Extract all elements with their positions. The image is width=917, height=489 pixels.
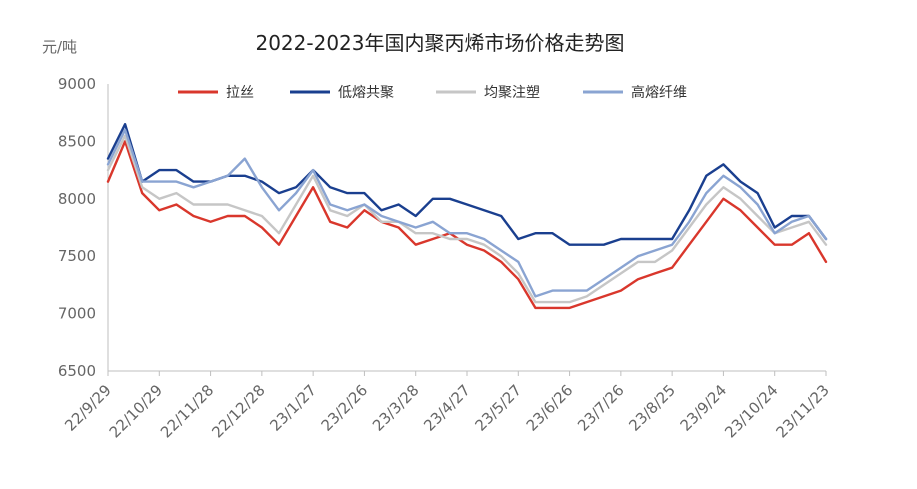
legend: 拉丝 低熔共聚 均聚注塑 高熔纤维	[178, 84, 687, 101]
y-tick-label: 9000	[58, 75, 96, 93]
y-tick-label: 8000	[58, 190, 96, 208]
y-axis: 9000 8500 8000 7500 7000 6500	[58, 75, 109, 380]
x-tick-label: 23/2/26	[318, 381, 372, 435]
x-tick-label: 23/6/26	[523, 381, 577, 435]
x-tick-label: 22/10/29	[106, 381, 166, 441]
legend-label: 低熔共聚	[338, 85, 394, 101]
legend-label: 拉丝	[226, 85, 254, 101]
x-tick-label: 23/3/28	[369, 381, 423, 435]
y-tick-label: 8500	[58, 132, 96, 150]
chart-title: 2022-2023年国内聚丙烯市场价格走势图	[255, 31, 624, 55]
legend-label: 均聚注塑	[484, 85, 540, 101]
series-lines	[106, 123, 828, 310]
x-tick-label: 23/8/25	[625, 381, 679, 435]
x-axis: 22/9/2922/10/2922/11/2822/12/2823/1/2723…	[61, 370, 833, 441]
series-line-3	[106, 134, 828, 304]
x-tick-label: 23/11/23	[772, 381, 832, 441]
legend-label: 高熔纤维	[631, 84, 687, 101]
y-axis-unit-label: 元/吨	[42, 38, 77, 56]
x-tick-label: 22/11/28	[157, 381, 217, 441]
y-tick-label: 7000	[58, 305, 96, 323]
x-tick-label: 23/4/27	[420, 381, 474, 435]
y-tick-label: 7500	[58, 247, 96, 265]
series-line-4	[106, 128, 828, 298]
x-tick-label: 23/1/27	[266, 381, 320, 435]
x-tick-label: 23/10/24	[721, 381, 781, 441]
series-line-1	[106, 140, 828, 310]
x-tick-label: 23/5/27	[471, 381, 525, 435]
series-line-2	[106, 123, 828, 246]
x-tick-label: 23/7/26	[574, 381, 628, 435]
y-tick-label: 6500	[58, 362, 96, 380]
x-tick-label: 22/12/28	[208, 381, 268, 441]
